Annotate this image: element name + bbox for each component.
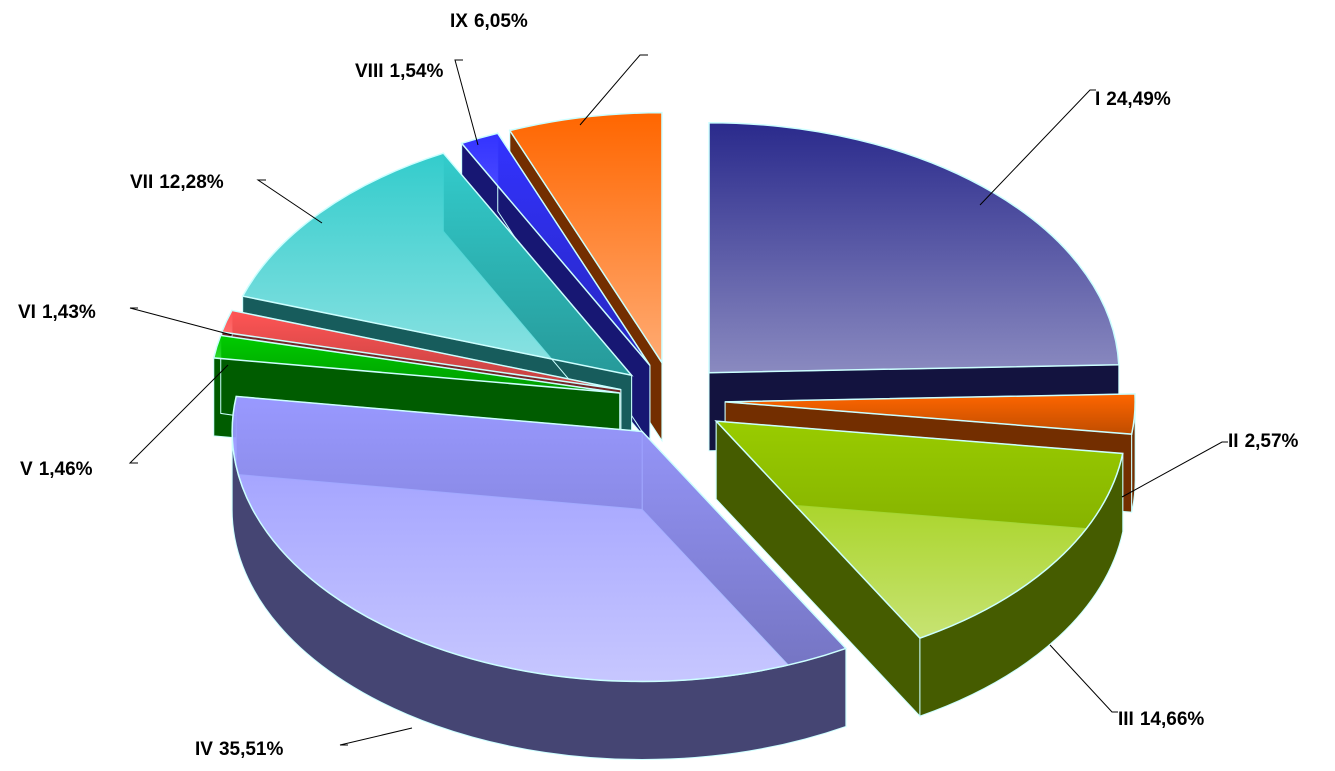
category-label: VII [130,172,153,193]
slice-label: VIII 1,54% [355,61,443,82]
slice-label: VI 1,43% [18,302,96,323]
slice-label: I 24,49% [1095,89,1171,110]
chart: I 24,49% II 2,57% III 14,66% IV 35,51% V 1,46% VI 1… [0,0,1335,771]
value-label: 24,49% [1106,89,1171,110]
value-label: 6,05% [474,11,528,32]
value-label: 1,43% [42,302,96,323]
slice-label: VII 12,28% [130,172,224,193]
category-label: VI [18,302,36,323]
slice-label: V 1,46% [20,459,93,480]
category-label: IV [195,739,213,760]
slice-label: IX 6,05% [450,11,528,32]
value-label: 35,51% [219,739,284,760]
category-label: II [1228,431,1239,452]
category-label: V [20,459,33,480]
value-label: 14,66% [1140,709,1205,730]
leader-line [1122,442,1228,497]
slice-label: IV 35,51% [195,739,283,760]
leader-line [340,728,412,745]
leader-line [258,180,322,223]
category-label: I [1095,89,1100,110]
slice-label: II 2,57% [1228,431,1299,452]
slice [709,123,1119,373]
value-label: 1,54% [390,61,444,82]
category-label: III [1118,709,1134,730]
category-label: IX [450,11,468,32]
leader-line [130,308,232,335]
value-label: 1,46% [39,459,93,480]
slice-label: III 14,66% [1118,709,1204,730]
leader-line [455,60,478,145]
leader-line [980,90,1096,205]
value-label: 12,28% [159,172,224,193]
value-label: 2,57% [1245,431,1299,452]
category-label: VIII [355,61,384,82]
leader-line [1050,645,1118,712]
